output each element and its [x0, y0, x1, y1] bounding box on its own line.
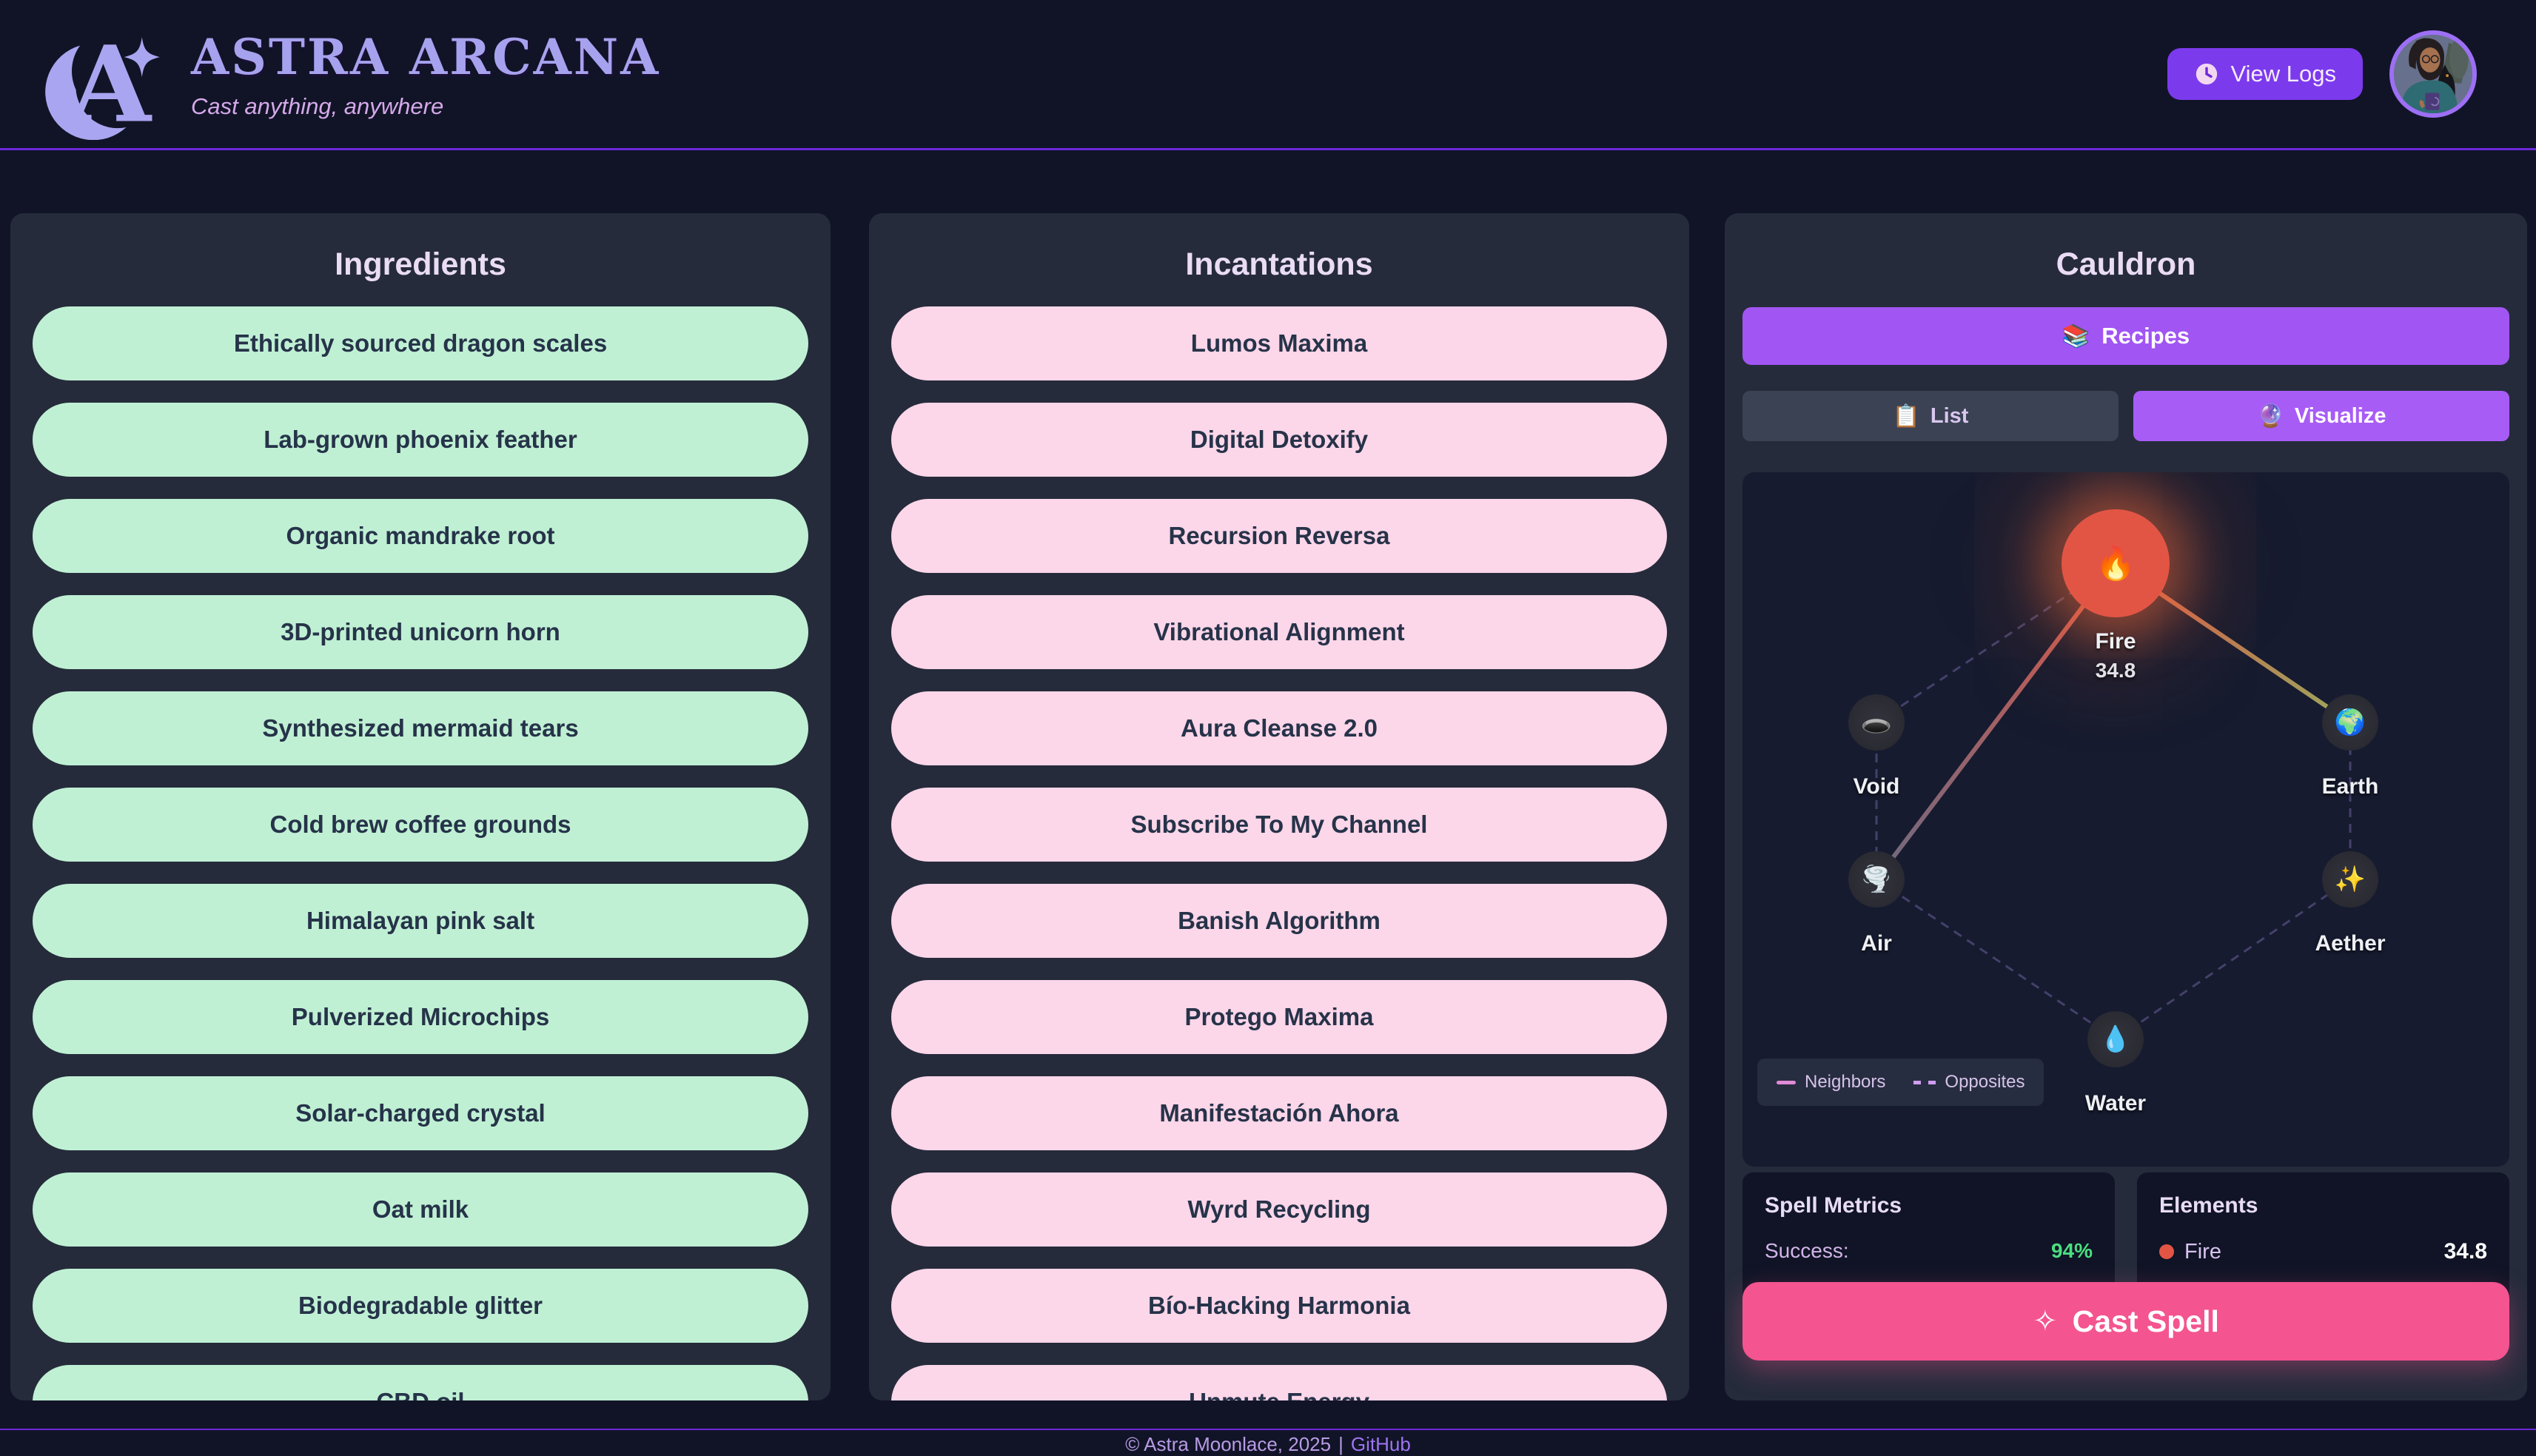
brand-block: ASTRA ARCANA Cast anything, anywhere	[191, 28, 660, 120]
element-row-fire: Fire 34.8	[2159, 1239, 2487, 1264]
metric-row-success: Success: 94%	[1765, 1239, 2093, 1263]
element-label: Fire	[2184, 1239, 2221, 1264]
legend-opposites-label: Opposites	[1945, 1072, 2025, 1092]
sparkles-icon: ✨	[2334, 865, 2366, 893]
clock-icon	[2195, 63, 2217, 85]
svg-text:A: A	[68, 24, 152, 141]
metric-value: 94%	[2050, 1239, 2093, 1262]
incantation-item[interactable]: Bío-Hacking Harmonia	[891, 1269, 1667, 1343]
ingredients-panel: Ingredients Ethically sourced dragon sca…	[10, 213, 831, 1400]
sparkle-icon: ✧	[2033, 1305, 2058, 1338]
cauldron-title: Cauldron	[2056, 246, 2196, 282]
ingredient-item[interactable]: Organic mandrake root	[33, 499, 808, 573]
element-graph: 🔥 Fire 34.8 🕳️ Void 🌍 Earth 🌪️ Air ✨ Aet…	[1742, 472, 2509, 1167]
graph-node-fire[interactable]: 🔥	[2062, 509, 2170, 617]
ingredient-item[interactable]: Himalayan pink salt	[33, 884, 808, 958]
incantation-item[interactable]: Protego Maxima	[891, 980, 1667, 1054]
hole-icon: 🕳️	[1860, 708, 1893, 737]
incantation-item[interactable]: Vibrational Alignment	[891, 595, 1667, 669]
incantations-panel: Incantations Lumos Maxima Digital Detoxi…	[869, 213, 1689, 1400]
visualize-view-button[interactable]: 🔮 Visualize	[2133, 391, 2509, 441]
recipes-label: Recipes	[2101, 323, 2190, 349]
cast-spell-label: Cast Spell	[2072, 1304, 2219, 1338]
ingredient-item[interactable]: Biodegradable glitter	[33, 1269, 808, 1343]
ingredient-item[interactable]: 3D-printed unicorn horn	[33, 595, 808, 669]
view-toggle: 📋 List 🔮 Visualize	[1742, 391, 2509, 441]
legend-neighbors-label: Neighbors	[1805, 1072, 1886, 1092]
graph-legend: Neighbors Opposites	[1757, 1059, 2044, 1106]
github-link[interactable]: GitHub	[1350, 1432, 1411, 1455]
incantation-item[interactable]: Aura Cleanse 2.0	[891, 691, 1667, 765]
app-title: ASTRA ARCANA	[191, 28, 661, 86]
legend-opposites: Opposites	[1913, 1072, 2025, 1093]
incantation-item[interactable]: Wyrd Recycling	[891, 1172, 1667, 1247]
tornado-icon: 🌪️	[1860, 865, 1893, 893]
legend-neighbors: Neighbors	[1777, 1072, 1885, 1093]
incantation-item[interactable]: Manifestación Ahora	[891, 1076, 1667, 1150]
view-logs-button[interactable]: View Logs	[2167, 48, 2363, 100]
globe-icon: 🌍	[2334, 708, 2366, 737]
app-tagline: Cast anything, anywhere	[191, 93, 444, 119]
incantations-title: Incantations	[1185, 246, 1373, 282]
graph-node-earth[interactable]: 🌍	[2322, 694, 2378, 751]
ingredients-title: Ingredients	[335, 246, 506, 282]
list-view-button[interactable]: 📋 List	[1742, 391, 2119, 441]
incantation-item[interactable]: Unmute Energy	[891, 1365, 1667, 1400]
avatar-illustration	[2394, 35, 2472, 113]
fire-dot-icon	[2159, 1244, 2174, 1259]
ingredient-item[interactable]: Oat milk	[33, 1172, 808, 1247]
crystal-ball-icon: 🔮	[2256, 403, 2284, 429]
droplet-icon: 💧	[2099, 1025, 2132, 1053]
footer-separator: |	[1338, 1432, 1344, 1455]
books-icon: 📚	[2062, 323, 2090, 349]
recipes-button[interactable]: 📚 Recipes	[1742, 307, 2509, 365]
clipboard-icon: 📋	[1892, 403, 1920, 429]
graph-node-aether[interactable]: ✨	[2322, 851, 2378, 908]
page-footer: © Astra Moonlace, 2025 | GitHub	[0, 1429, 2536, 1455]
copyright-text: © Astra Moonlace, 2025	[1125, 1432, 1332, 1455]
ingredient-item[interactable]: Lab-grown phoenix feather	[33, 403, 808, 477]
solid-line-swatch	[1777, 1080, 1796, 1084]
incantation-item[interactable]: Banish Algorithm	[891, 884, 1667, 958]
visualize-view-label: Visualize	[2294, 403, 2386, 428]
ingredient-item[interactable]: Synthesized mermaid tears	[33, 691, 808, 765]
element-value: 34.8	[2443, 1239, 2487, 1264]
list-view-label: List	[1930, 403, 1969, 428]
fire-icon: 🔥	[2095, 546, 2136, 582]
ingredient-item[interactable]: Cold brew coffee grounds	[33, 788, 808, 862]
astra-arcana-logo: A	[45, 24, 160, 141]
app-header: A ASTRA ARCANA Cast anything, anywhere V…	[0, 0, 2536, 150]
graph-node-void[interactable]: 🕳️	[1848, 694, 1905, 751]
incantation-item[interactable]: Lumos Maxima	[891, 306, 1667, 380]
metric-label: Success:	[1765, 1239, 1849, 1262]
ingredient-item[interactable]: Solar-charged crystal	[33, 1076, 808, 1150]
ingredient-item[interactable]: Ethically sourced dragon scales	[33, 306, 808, 380]
graph-node-water[interactable]: 💧	[2087, 1011, 2144, 1067]
user-avatar[interactable]	[2389, 30, 2477, 118]
incantation-item[interactable]: Recursion Reversa	[891, 499, 1667, 573]
ingredients-list: Ethically sourced dragon scales Lab-grow…	[33, 306, 808, 1400]
graph-node-air[interactable]: 🌪️	[1848, 851, 1905, 908]
ingredient-item[interactable]: Pulverized Microchips	[33, 980, 808, 1054]
dashed-line-swatch	[1913, 1080, 1936, 1084]
view-logs-label: View Logs	[2230, 61, 2336, 87]
elements-title: Elements	[2159, 1193, 2258, 1218]
incantation-item[interactable]: Digital Detoxify	[891, 403, 1667, 477]
spell-metrics-title: Spell Metrics	[1765, 1193, 1902, 1218]
cauldron-panel: Cauldron 📚 Recipes 📋 List 🔮 Visualize	[1725, 213, 2527, 1400]
incantations-list: Lumos Maxima Digital Detoxify Recursion …	[891, 306, 1667, 1400]
cast-spell-button[interactable]: ✧ Cast Spell	[1742, 1282, 2509, 1361]
incantation-item[interactable]: Subscribe To My Channel	[891, 788, 1667, 862]
ingredient-item[interactable]: CBD oil	[33, 1365, 808, 1400]
